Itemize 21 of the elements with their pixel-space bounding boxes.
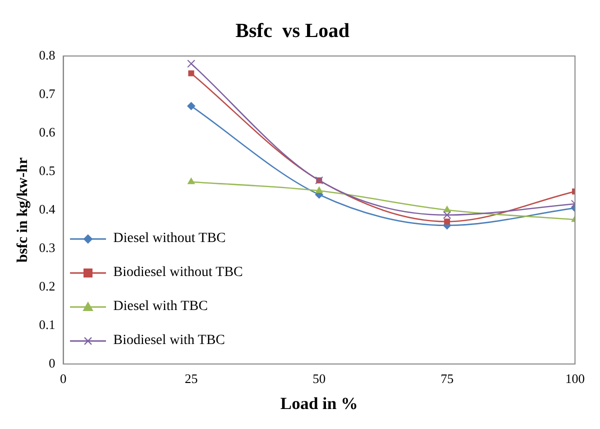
y-tick-label: 0.6 xyxy=(39,124,56,140)
y-tick-label: 0.2 xyxy=(39,278,56,294)
legend-label: Diesel with TBC xyxy=(113,299,208,315)
x-tick-label: 75 xyxy=(440,371,454,386)
legend-label: Biodiesel without TBC xyxy=(113,265,243,281)
y-tick-label: 0.5 xyxy=(39,162,56,178)
y-axis-title: bsfc in kg/kw-hr xyxy=(14,157,31,263)
legend-label: Biodiesel with TBC xyxy=(113,333,225,349)
x-tick-label: 0 xyxy=(60,371,66,386)
x-axis-title: Load in % xyxy=(280,394,358,414)
y-tick-label: 0 xyxy=(48,355,56,370)
y-tick-label: 0.3 xyxy=(39,240,56,255)
y-tick-label: 0.4 xyxy=(39,201,56,216)
legend-label: Diesel without TBC xyxy=(113,231,226,247)
y-tick-label: 0.8 xyxy=(39,47,56,62)
x-tick-label: 100 xyxy=(565,371,585,386)
y-tick-label: 0.7 xyxy=(39,86,56,101)
x-tick-label: 25 xyxy=(184,371,198,386)
chart-title: Bsfc vs Load xyxy=(236,20,350,42)
y-tick-label: 0.1 xyxy=(39,316,56,332)
x-tick-label: 50 xyxy=(312,371,326,386)
